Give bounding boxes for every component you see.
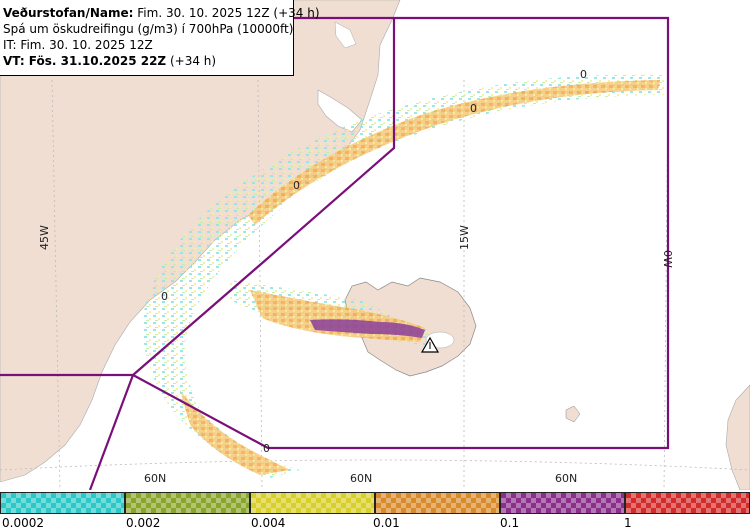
info-line-title: Spá um öskudreifingu (g/m3) í 700hPa (10…: [3, 22, 294, 36]
legend-tick: 0.002: [126, 516, 161, 530]
legend-tick: 0.004: [251, 516, 286, 530]
info-line-issue-time: IT: Fim. 30. 10. 2025 12Z: [3, 38, 153, 52]
concentration-legend-bar: [0, 490, 750, 516]
greenland-inlet: [334, 21, 357, 49]
contour-label: 0: [263, 442, 270, 455]
legend-swatch-purple: [500, 492, 625, 514]
volcano-triangle-icon: [420, 336, 440, 353]
legend-tick: 0.01: [373, 516, 400, 530]
legend-tick: 0.0002: [2, 516, 44, 530]
longitude-label: 0W: [661, 250, 674, 268]
advisory-boundary: [0, 16, 670, 490]
ash-dispersion-map: 0 0 0 0 0 45W 15W 0W 60N 60N 60N: [0, 0, 750, 490]
latitude-label: 60N: [555, 472, 577, 485]
legend-swatch-yellow: [250, 492, 375, 514]
contour-label: 0: [293, 179, 300, 192]
ash-cloud-high: [310, 319, 425, 338]
legend-swatch-cyan: [0, 492, 125, 514]
legend-swatch-red: [625, 492, 750, 514]
contour-label: 0: [580, 68, 587, 81]
legend-tick: 0.1: [500, 516, 520, 530]
longitude-label: 45W: [38, 225, 51, 250]
faroe-islands: [565, 405, 581, 423]
info-line-name: Veðurstofan/Name: Fim. 30. 10. 2025 12Z …: [3, 6, 320, 20]
contour-label: 0: [470, 102, 477, 115]
longitude-label: 15W: [458, 225, 471, 250]
contour-label: 0: [161, 290, 168, 303]
forecast-info-box: Veðurstofan/Name: Fim. 30. 10. 2025 12Z …: [0, 0, 320, 76]
info-line-valid-time: VT: Fös. 31.10.2025 22Z (+34 h): [3, 54, 217, 68]
latitude-label: 60N: [144, 472, 166, 485]
legend-tick: 1: [624, 516, 632, 530]
legend-swatch-olive: [125, 492, 250, 514]
latitude-label: 60N: [350, 472, 372, 485]
legend-swatch-orange: [375, 492, 500, 514]
legend-tick-labels: 0.0002 0.002 0.004 0.01 0.1 1: [0, 516, 750, 532]
norway-coast: [725, 384, 750, 490]
